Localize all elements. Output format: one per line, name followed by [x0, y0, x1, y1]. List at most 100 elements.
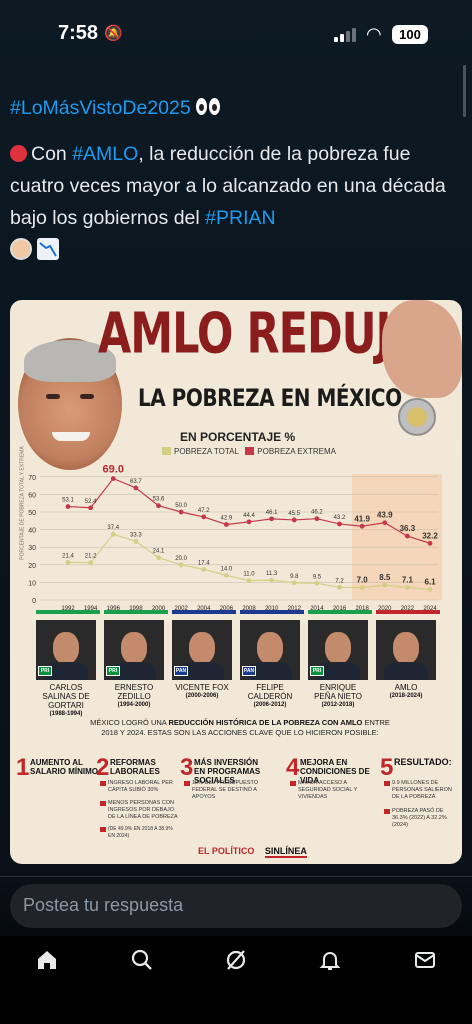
data-label: 7.1	[402, 576, 414, 585]
data-point	[404, 585, 410, 590]
data-label: 50.0	[175, 503, 187, 509]
data-label: 9.5	[313, 574, 322, 580]
hashtag-amlo-link[interactable]: #AMLO	[72, 143, 139, 165]
action-title: AUMENTO AL SALARIO MÍNIMO	[30, 758, 98, 776]
x-tick-label: 1994	[84, 606, 98, 610]
data-point	[291, 517, 297, 523]
x-tick-label: 2004	[197, 606, 211, 610]
data-point	[201, 514, 207, 520]
summary-part: ENTRE 2018 Y 2024. ESTAS SON LAS ACCIONE…	[101, 718, 390, 737]
data-point	[269, 516, 275, 522]
notifications-bell-icon[interactable]	[317, 948, 343, 974]
hashtag-link[interactable]: #LoMásVistoDe2025	[10, 97, 191, 119]
data-label: 33.3	[130, 532, 142, 538]
president-card: AMLO (2018-2024)	[376, 620, 436, 699]
x-tick-label: 1998	[129, 606, 143, 610]
data-point	[110, 476, 116, 481]
data-point	[246, 519, 252, 525]
y-tick-label: 0	[32, 598, 36, 605]
president-name: AMLO	[394, 683, 418, 692]
x-tick-label: 2020	[378, 606, 392, 610]
sin-linea-logo: SINLÍNEA	[264, 846, 307, 858]
president-years: (1988-1994)	[49, 711, 83, 717]
data-point	[133, 538, 139, 544]
data-label: 7.2	[335, 578, 344, 584]
infographic-title: AMLO REDUJO	[98, 302, 427, 367]
data-label: 36.3	[400, 524, 416, 533]
wifi-icon: ◠	[366, 24, 382, 44]
infographic-subtitle: LA POBREZA EN MÉXICO	[138, 383, 402, 412]
data-point	[359, 523, 365, 529]
y-tick-label: 10	[28, 580, 36, 587]
data-label: 11.0	[243, 572, 255, 578]
data-point	[110, 531, 116, 537]
data-label: 69.0	[103, 464, 124, 476]
data-point	[223, 572, 229, 578]
action-bullet: MAYOR ACCESO A SEGURIDAD SOCIAL Y VIVIEN…	[290, 780, 370, 801]
home-icon[interactable]	[34, 948, 60, 974]
amlo-highlight	[352, 474, 442, 600]
data-point	[382, 582, 388, 588]
post-image-infographic[interactable]: AMLO REDUJO LA POBREZA EN MÉXICO EN PORC…	[10, 300, 462, 864]
data-point	[65, 504, 71, 509]
data-label: 37.4	[107, 525, 119, 531]
action-title: MÁS INVERSIÓN EN PROGRAMAS SOCIALES	[194, 758, 261, 785]
x-tick-label: 2022	[401, 606, 415, 610]
action-bullet: MENOS PERSONAS CON INGRESOS POR DEBAJO D…	[100, 800, 180, 821]
data-label: 32.2	[422, 531, 438, 540]
president-name: VICENTE FOX	[175, 683, 229, 692]
x-tick-label: 2008	[242, 606, 256, 610]
x-tick-label: 1992	[61, 606, 75, 610]
divider	[0, 876, 472, 877]
x-tick-label: 2000	[152, 606, 166, 610]
data-point	[201, 566, 207, 572]
data-label: 21.4	[62, 553, 74, 559]
post-text: #LoMásVistoDe2025 Con #AMLO, la reducció…	[10, 92, 460, 266]
data-label: 47.2	[198, 508, 210, 514]
data-label: 45.5	[288, 511, 300, 517]
data-label: 7.0	[357, 576, 369, 585]
x-tick-label: 2024	[423, 606, 437, 610]
y-tick-label: 40	[28, 528, 36, 535]
action-bullet: INGRESO LABORAL PER CÁPITA SUBIÓ 30%	[100, 780, 180, 794]
president-years: (1994-2000)	[117, 702, 151, 708]
president-years: (2018-2024)	[389, 693, 423, 699]
summary-bold: REDUCCIÓN HISTÓRICA DE LA POBREZA CON AM…	[168, 718, 363, 727]
data-label: 63.7	[130, 479, 142, 485]
x-tick-label: 2016	[333, 606, 347, 610]
data-point	[337, 584, 342, 590]
data-point	[427, 586, 433, 592]
hashtag-prian-link[interactable]: #PRIAN	[205, 207, 276, 229]
grok-icon[interactable]	[223, 948, 249, 974]
action-note: (DE 49.9% EN 2018 A 38.9% EN 2024)	[100, 826, 180, 840]
reply-input[interactable]: Postea tu respuesta	[10, 884, 462, 928]
data-label: 53.1	[62, 498, 74, 504]
data-point	[291, 580, 297, 586]
bottom-navigation	[0, 936, 472, 1024]
data-label: 46.2	[311, 510, 323, 516]
source-logos: EL POLÍTICO SINLÍNEA	[198, 846, 307, 858]
search-icon[interactable]	[129, 948, 155, 974]
eyes-emoji-icon	[196, 98, 222, 116]
data-point	[269, 577, 275, 583]
clock: 7:58	[58, 22, 99, 44]
scroll-indicator[interactable]	[463, 65, 466, 117]
action-title: MEJORA EN CONDICIONES DE VIDA	[300, 758, 370, 785]
data-point	[156, 555, 161, 560]
data-label: 41.9	[354, 514, 370, 523]
legend-extreme: POBREZA EXTREMA	[257, 447, 336, 456]
data-point	[88, 505, 94, 511]
action-bullet: POBREZA PASÓ DE 36.3% (2022) A 32.2% (20…	[384, 808, 456, 829]
president-card: PAN VICENTE FOX (2000-2006)	[172, 620, 232, 699]
data-point	[382, 520, 388, 526]
data-point	[427, 540, 433, 546]
chart-legend: POBREZA TOTAL POBREZA EXTREMA	[162, 447, 336, 456]
messages-mail-icon[interactable]	[412, 948, 438, 974]
coin-image	[398, 398, 436, 436]
data-label: 6.1	[424, 577, 436, 586]
chart-decreasing-emoji-icon	[37, 238, 60, 260]
president-card: PRI ERNESTO ZEDILLO (1994-2000)	[104, 620, 164, 708]
action-number: 2	[96, 754, 110, 781]
y-tick-label: 50	[28, 510, 36, 517]
y-tick-label: 20	[28, 563, 36, 570]
